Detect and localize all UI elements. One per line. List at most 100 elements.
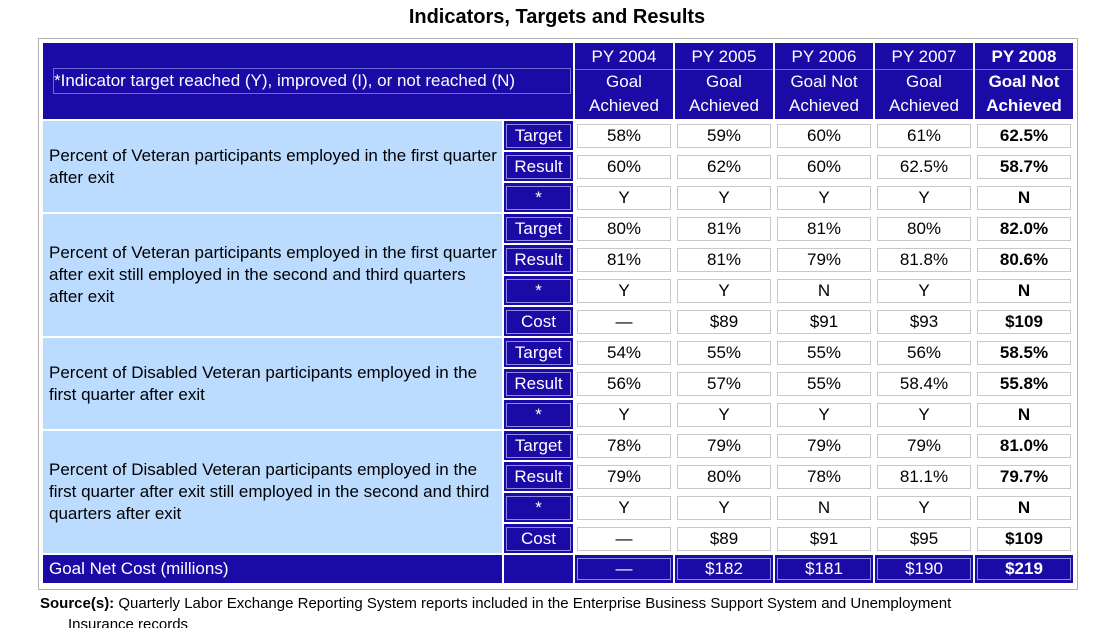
year-column-header: PY 2008 Goal Not Achieved bbox=[973, 41, 1075, 121]
value-text: Y bbox=[877, 402, 971, 427]
value-text: 60% bbox=[577, 154, 671, 179]
value-text: — bbox=[577, 309, 671, 334]
value-cell: 55% bbox=[773, 367, 875, 400]
value-text: $93 bbox=[877, 309, 971, 334]
value-cell: 57% bbox=[673, 367, 775, 400]
value-cell: $109 bbox=[973, 522, 1075, 555]
value-cell: Y bbox=[573, 181, 675, 214]
value-cell: $93 bbox=[873, 305, 975, 338]
value-cell: 60% bbox=[773, 119, 875, 152]
table-header-row: *Indicator target reached (Y), improved … bbox=[41, 41, 1075, 121]
value-text: Y bbox=[577, 278, 671, 303]
year-column-header: PY 2007 Goal Achieved bbox=[873, 41, 975, 121]
value-text: 78% bbox=[577, 433, 671, 458]
year-column-header: PY 2004 Goal Achieved bbox=[573, 41, 675, 121]
goal-net-cost-spacer bbox=[502, 553, 575, 585]
table-row: Result 60% 62% 60% 62.5% 58.7% bbox=[42, 150, 1075, 183]
value-text: $91 bbox=[777, 309, 871, 334]
value-text: Y bbox=[677, 185, 771, 210]
value-text: 56% bbox=[577, 371, 671, 396]
value-text: 62.5% bbox=[977, 123, 1071, 148]
value-text: $109 bbox=[977, 309, 1071, 334]
value-cell: Y bbox=[873, 398, 975, 431]
value-text: 59% bbox=[677, 123, 771, 148]
goal-net-cost-value: $181 bbox=[773, 553, 875, 585]
value-text: 57% bbox=[677, 371, 771, 396]
value-text: 58.7% bbox=[977, 154, 1071, 179]
value-cell: N bbox=[973, 398, 1075, 431]
value-cell: Y bbox=[773, 181, 875, 214]
value-text: 80% bbox=[577, 216, 671, 241]
table-row: Percent of Disabled Veteran participants… bbox=[41, 336, 1075, 431]
year-column-header: PY 2006 Goal Not Achieved bbox=[773, 41, 875, 121]
value-cell: Y bbox=[673, 181, 775, 214]
value-text: 55% bbox=[777, 340, 871, 365]
row-label-text: Result bbox=[506, 247, 571, 272]
table-row: * Y Y Y Y N bbox=[42, 181, 1075, 214]
row-label: Result bbox=[502, 460, 575, 493]
value-text: Y bbox=[877, 495, 971, 520]
value-text: 81% bbox=[577, 247, 671, 272]
table-row: * Y Y N Y N bbox=[42, 274, 1075, 307]
value-text: Y bbox=[877, 185, 971, 210]
row-label: Target bbox=[502, 336, 575, 369]
row-label: Result bbox=[502, 150, 575, 183]
value-cell: 79% bbox=[673, 429, 775, 462]
row-label: * bbox=[502, 398, 575, 431]
value-cell: 81% bbox=[673, 243, 775, 276]
value-text: 55.8% bbox=[977, 371, 1071, 396]
value-text: Y bbox=[677, 402, 771, 427]
goal-net-cost-label: Goal Net Cost (millions) bbox=[41, 553, 504, 585]
value-cell: 62.5% bbox=[873, 150, 975, 183]
value-text: 80% bbox=[677, 464, 771, 489]
table-row: Result 81% 81% 79% 81.8% 80.6% bbox=[42, 243, 1075, 276]
value-text: 81% bbox=[677, 216, 771, 241]
value-cell: 81.0% bbox=[973, 429, 1075, 462]
value-cell: Y bbox=[573, 491, 675, 524]
row-label: * bbox=[502, 491, 575, 524]
goal-net-cost-text: $219 bbox=[977, 558, 1071, 580]
row-label: Cost bbox=[502, 522, 575, 555]
value-cell: 60% bbox=[573, 150, 675, 183]
row-label-text: Result bbox=[506, 371, 571, 396]
value-text: 81.0% bbox=[977, 433, 1071, 458]
value-cell: Y bbox=[673, 491, 775, 524]
indicator-name: Percent of Veteran participants employed… bbox=[41, 119, 504, 214]
value-text: Y bbox=[577, 495, 671, 520]
value-text: 79% bbox=[577, 464, 671, 489]
value-cell: 80% bbox=[673, 460, 775, 493]
value-text: 60% bbox=[777, 154, 871, 179]
value-text: 79% bbox=[677, 433, 771, 458]
row-label-text: Result bbox=[506, 154, 571, 179]
indicators-table: *Indicator target reached (Y), improved … bbox=[41, 41, 1075, 585]
value-text: Y bbox=[577, 185, 671, 210]
value-text: Y bbox=[677, 278, 771, 303]
indicator-name: Percent of Veteran participants employed… bbox=[41, 212, 504, 338]
row-label-text: Target bbox=[506, 340, 571, 365]
value-text: 79% bbox=[777, 247, 871, 272]
value-cell: 80% bbox=[573, 212, 675, 245]
table-row: Percent of Veteran participants employed… bbox=[41, 212, 1075, 338]
source-continuation: Insurance records bbox=[68, 616, 189, 628]
row-label: Target bbox=[502, 119, 575, 152]
value-cell: 81% bbox=[573, 243, 675, 276]
value-text: 79% bbox=[777, 433, 871, 458]
value-text: 55% bbox=[777, 371, 871, 396]
value-text: 79% bbox=[877, 433, 971, 458]
value-cell: 79% bbox=[773, 429, 875, 462]
value-text: N bbox=[777, 495, 871, 520]
value-text: 60% bbox=[777, 123, 871, 148]
year-label: PY 2007 bbox=[891, 46, 957, 66]
value-text: 82.0% bbox=[977, 216, 1071, 241]
value-cell: Y bbox=[873, 491, 975, 524]
value-cell: 78% bbox=[573, 429, 675, 462]
value-cell: 58.5% bbox=[973, 336, 1075, 369]
table-row: Result 79% 80% 78% 81.1% 79.7% bbox=[42, 460, 1075, 493]
table-row: Cost — $89 $91 $93 $109 bbox=[42, 305, 1075, 338]
value-text: $89 bbox=[677, 526, 771, 551]
value-cell: 55.8% bbox=[973, 367, 1075, 400]
indicator-column-header: *Indicator target reached (Y), improved … bbox=[41, 41, 575, 121]
value-cell: — bbox=[573, 522, 675, 555]
value-text: Y bbox=[777, 185, 871, 210]
source-note: Source(s): Quarterly Labor Exchange Repo… bbox=[40, 593, 1080, 628]
